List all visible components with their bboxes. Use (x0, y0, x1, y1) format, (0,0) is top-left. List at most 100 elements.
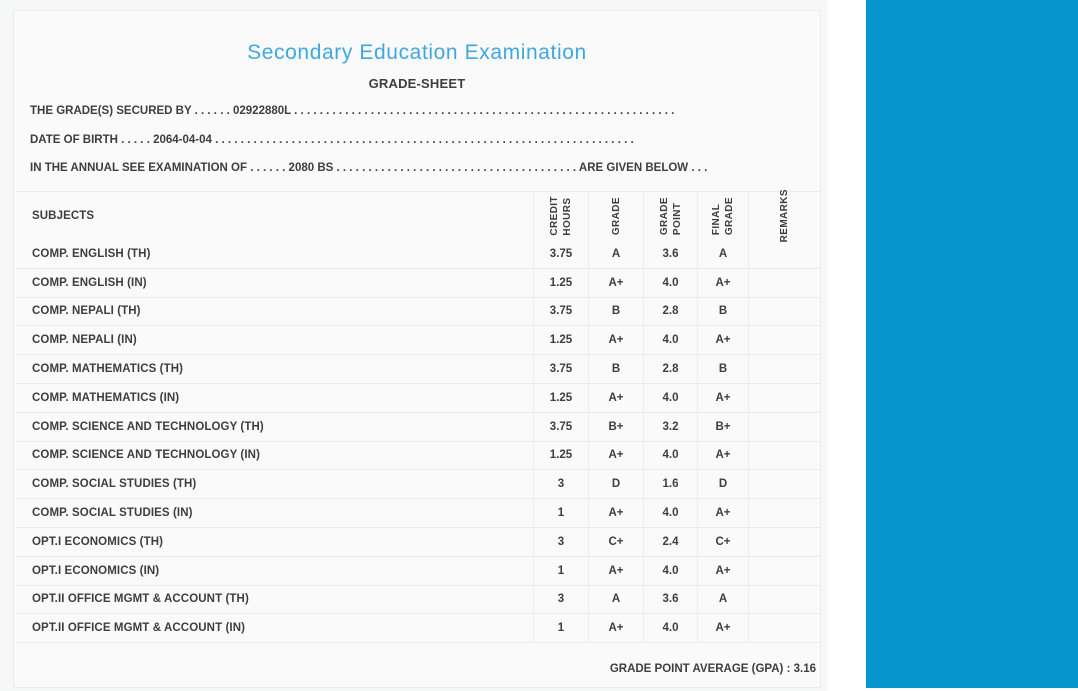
remarks-cell (748, 441, 820, 470)
credit-hours-cell: 3.75 (533, 355, 588, 383)
credit-hours-cell: 1.25 (533, 383, 588, 412)
final-grade-cell: B (697, 355, 748, 383)
credit-hours-cell: 3 (533, 470, 588, 499)
table-row: COMP. SCIENCE AND TECHNOLOGY (IN) 1.25 A… (16, 441, 820, 471)
remarks-cell (748, 585, 820, 614)
subject-cell: OPT.II OFFICE MGMT & ACCOUNT (TH) (32, 593, 249, 606)
final-grade-cell: A+ (697, 268, 748, 297)
grade-cell: A+ (588, 614, 643, 643)
table-row: COMP. NEPALI (TH) 3.75 B 2.8 B (16, 297, 820, 327)
grade-point-cell: 4.0 (643, 499, 697, 527)
col-header-grade-point-label: GRADE POINT (658, 196, 683, 236)
remarks-cell (748, 412, 820, 441)
remarks-cell (748, 268, 820, 297)
grade-sheet-subtitle: GRADE-SHEET (368, 76, 466, 91)
col-header-remarks: REMARKS (748, 189, 820, 243)
grade-point-cell: 1.6 (643, 470, 697, 499)
table-row: OPT.I ECONOMICS (IN) 1 A+ 4.0 A+ (16, 556, 820, 586)
final-grade-cell: B (697, 297, 748, 326)
col-header-grade-point: GRADE POINT (643, 192, 697, 240)
final-grade-cell: A+ (697, 441, 748, 470)
grade-cell: A+ (588, 499, 643, 527)
grade-point-cell: 4.0 (643, 268, 697, 297)
subject-cell: COMP. SCIENCE AND TECHNOLOGY (TH) (32, 420, 264, 433)
grade-point-cell: 4.0 (643, 556, 697, 585)
final-grade-cell: B+ (697, 412, 748, 441)
document-page-background: Secondary Education Examination GRADE-SH… (13, 10, 821, 688)
grade-point-cell: 2.4 (643, 527, 697, 556)
remarks-cell (748, 326, 820, 355)
final-grade-cell: A (697, 585, 748, 614)
table-row: COMP. MATHEMATICS (IN) 1.25 A+ 4.0 A+ (16, 383, 820, 413)
subject-cell: COMP. NEPALI (IN) (32, 334, 137, 347)
grade-cell: A+ (588, 383, 643, 412)
grade-cell: A (588, 240, 643, 268)
subject-cell: OPT.I ECONOMICS (IN) (32, 564, 160, 577)
table-header-row: SUBJECTS CREDIT HOURS GRADE GRADE POINT … (16, 189, 820, 243)
credit-hours-cell: 1.25 (533, 441, 588, 470)
subject-cell: COMP. SOCIAL STUDIES (TH) (32, 478, 197, 491)
table-row: OPT.II OFFICE MGMT & ACCOUNT (IN) 1 A+ 4… (16, 614, 820, 644)
gpa-summary: GRADE POINT AVERAGE (GPA) : 3.16 (609, 663, 816, 675)
grade-cell: A+ (588, 268, 643, 297)
grade-cell: A+ (588, 326, 643, 355)
remarks-cell (748, 240, 820, 268)
sidebar-panel (866, 0, 1078, 688)
grade-point-cell: 3.2 (643, 412, 697, 441)
credit-hours-cell: 1 (533, 614, 588, 643)
page-title: Secondary Education Examination (247, 41, 587, 64)
subject-cell: COMP. ENGLISH (TH) (32, 247, 151, 260)
subject-cell: COMP. MATHEMATICS (IN) (32, 391, 180, 404)
final-grade-cell: A+ (697, 326, 748, 355)
final-grade-cell: C+ (697, 527, 748, 556)
grade-cell: A+ (588, 556, 643, 585)
col-header-credit-hours: CREDIT HOURS (533, 192, 588, 240)
remarks-cell (748, 383, 820, 412)
table-row: COMP. SOCIAL STUDIES (IN) 1 A+ 4.0 A+ (16, 499, 820, 528)
info-line-examination-year: IN THE ANNUAL SEE EXAMINATION OF . . . .… (30, 162, 708, 174)
table-row: COMP. NEPALI (IN) 1.25 A+ 4.0 A+ (16, 326, 820, 356)
final-grade-cell: A+ (697, 383, 748, 412)
subject-cell: COMP. NEPALI (TH) (32, 305, 141, 318)
grade-cell: A+ (588, 441, 643, 470)
table-row: OPT.I ECONOMICS (TH) 3 C+ 2.4 C+ (16, 527, 820, 557)
final-grade-cell: D (697, 470, 748, 499)
table-row: OPT.II OFFICE MGMT & ACCOUNT (TH) 3 A 3.… (16, 585, 820, 615)
grade-cell: D (588, 470, 643, 499)
col-header-final-grade: FINAL GRADE (697, 192, 748, 240)
grade-cell: B (588, 355, 643, 383)
grade-point-cell: 4.0 (643, 326, 697, 355)
grade-point-cell: 2.8 (643, 297, 697, 326)
final-grade-cell: A (697, 240, 748, 268)
credit-hours-cell: 3 (533, 527, 588, 556)
credit-hours-cell: 1 (533, 499, 588, 527)
final-grade-cell: A+ (697, 556, 748, 585)
col-header-grade: GRADE (588, 192, 643, 240)
credit-hours-cell: 3.75 (533, 412, 588, 441)
subject-cell: COMP. ENGLISH (IN) (32, 276, 147, 289)
final-grade-cell: A+ (697, 499, 748, 527)
subject-cell: OPT.I ECONOMICS (TH) (32, 535, 164, 548)
credit-hours-cell: 3 (533, 585, 588, 614)
final-grade-cell: A+ (697, 614, 748, 643)
table-row: COMP. ENGLISH (TH) 3.75 A 3.6 A (16, 240, 820, 269)
col-header-remarks-label: REMARKS (779, 189, 790, 243)
grade-point-cell: 3.6 (643, 240, 697, 268)
remarks-cell (748, 470, 820, 499)
table-row: COMP. MATHEMATICS (TH) 3.75 B 2.8 B (16, 355, 820, 384)
grade-cell: B (588, 297, 643, 326)
credit-hours-cell: 3.75 (533, 240, 588, 268)
grade-cell: B+ (588, 412, 643, 441)
col-header-grade-label: GRADE (610, 196, 622, 236)
remarks-cell (748, 614, 820, 643)
credit-hours-cell: 1.25 (533, 268, 588, 297)
subject-cell: COMP. MATHEMATICS (TH) (32, 363, 184, 376)
credit-hours-cell: 1 (533, 556, 588, 585)
credit-hours-cell: 1.25 (533, 326, 588, 355)
grade-point-cell: 4.0 (643, 614, 697, 643)
grade-point-cell: 2.8 (643, 355, 697, 383)
remarks-cell (748, 556, 820, 585)
table-row: COMP. ENGLISH (IN) 1.25 A+ 4.0 A+ (16, 268, 820, 298)
table-row: COMP. SCIENCE AND TECHNOLOGY (TH) 3.75 B… (16, 412, 820, 442)
remarks-cell (748, 527, 820, 556)
